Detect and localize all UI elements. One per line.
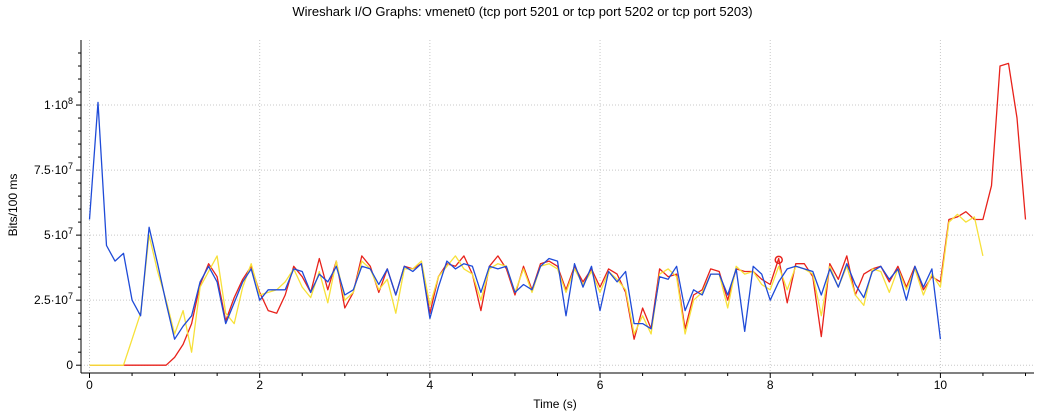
y-tick-label: 1·108 xyxy=(44,96,73,112)
y-axis-label: Bits/100 ms xyxy=(6,174,20,237)
y-tick-label: 0 xyxy=(66,358,73,372)
x-tick-label: 4 xyxy=(427,378,434,392)
series-line xyxy=(89,62,1027,366)
chart-title: Wireshark I/O Graphs: vmenet0 (tcp port … xyxy=(292,4,753,19)
series-line xyxy=(89,213,984,366)
y-tick-label: 5·107 xyxy=(44,226,73,242)
x-tick-label: 2 xyxy=(256,378,263,392)
x-tick-label: 0 xyxy=(86,378,93,392)
grid xyxy=(81,40,1034,373)
series-lines xyxy=(88,62,1027,366)
y-tick-label: 7.5·107 xyxy=(34,161,73,177)
graph-marker xyxy=(774,255,783,265)
x-tick-label: 10 xyxy=(934,378,948,392)
x-axis-label: Time (s) xyxy=(533,397,577,411)
series-line xyxy=(88,101,942,340)
x-tick-label: 6 xyxy=(597,378,604,392)
axes xyxy=(76,40,1034,378)
y-tick-label: 2.5·107 xyxy=(34,291,73,307)
x-tick-label: 8 xyxy=(767,378,774,392)
tick-labels: 0 2 4 6 8 10 0 2.5·107 5·107 7.5·107 1·108 xyxy=(34,96,947,392)
